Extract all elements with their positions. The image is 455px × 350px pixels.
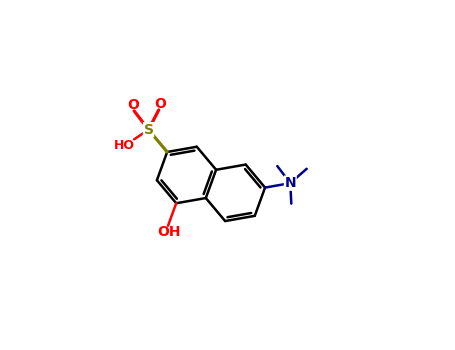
Text: S: S	[143, 123, 153, 137]
Text: O: O	[154, 97, 166, 111]
Text: O: O	[127, 98, 139, 112]
Text: OH: OH	[157, 225, 181, 239]
Text: N: N	[284, 176, 296, 190]
Text: HO: HO	[114, 139, 135, 152]
